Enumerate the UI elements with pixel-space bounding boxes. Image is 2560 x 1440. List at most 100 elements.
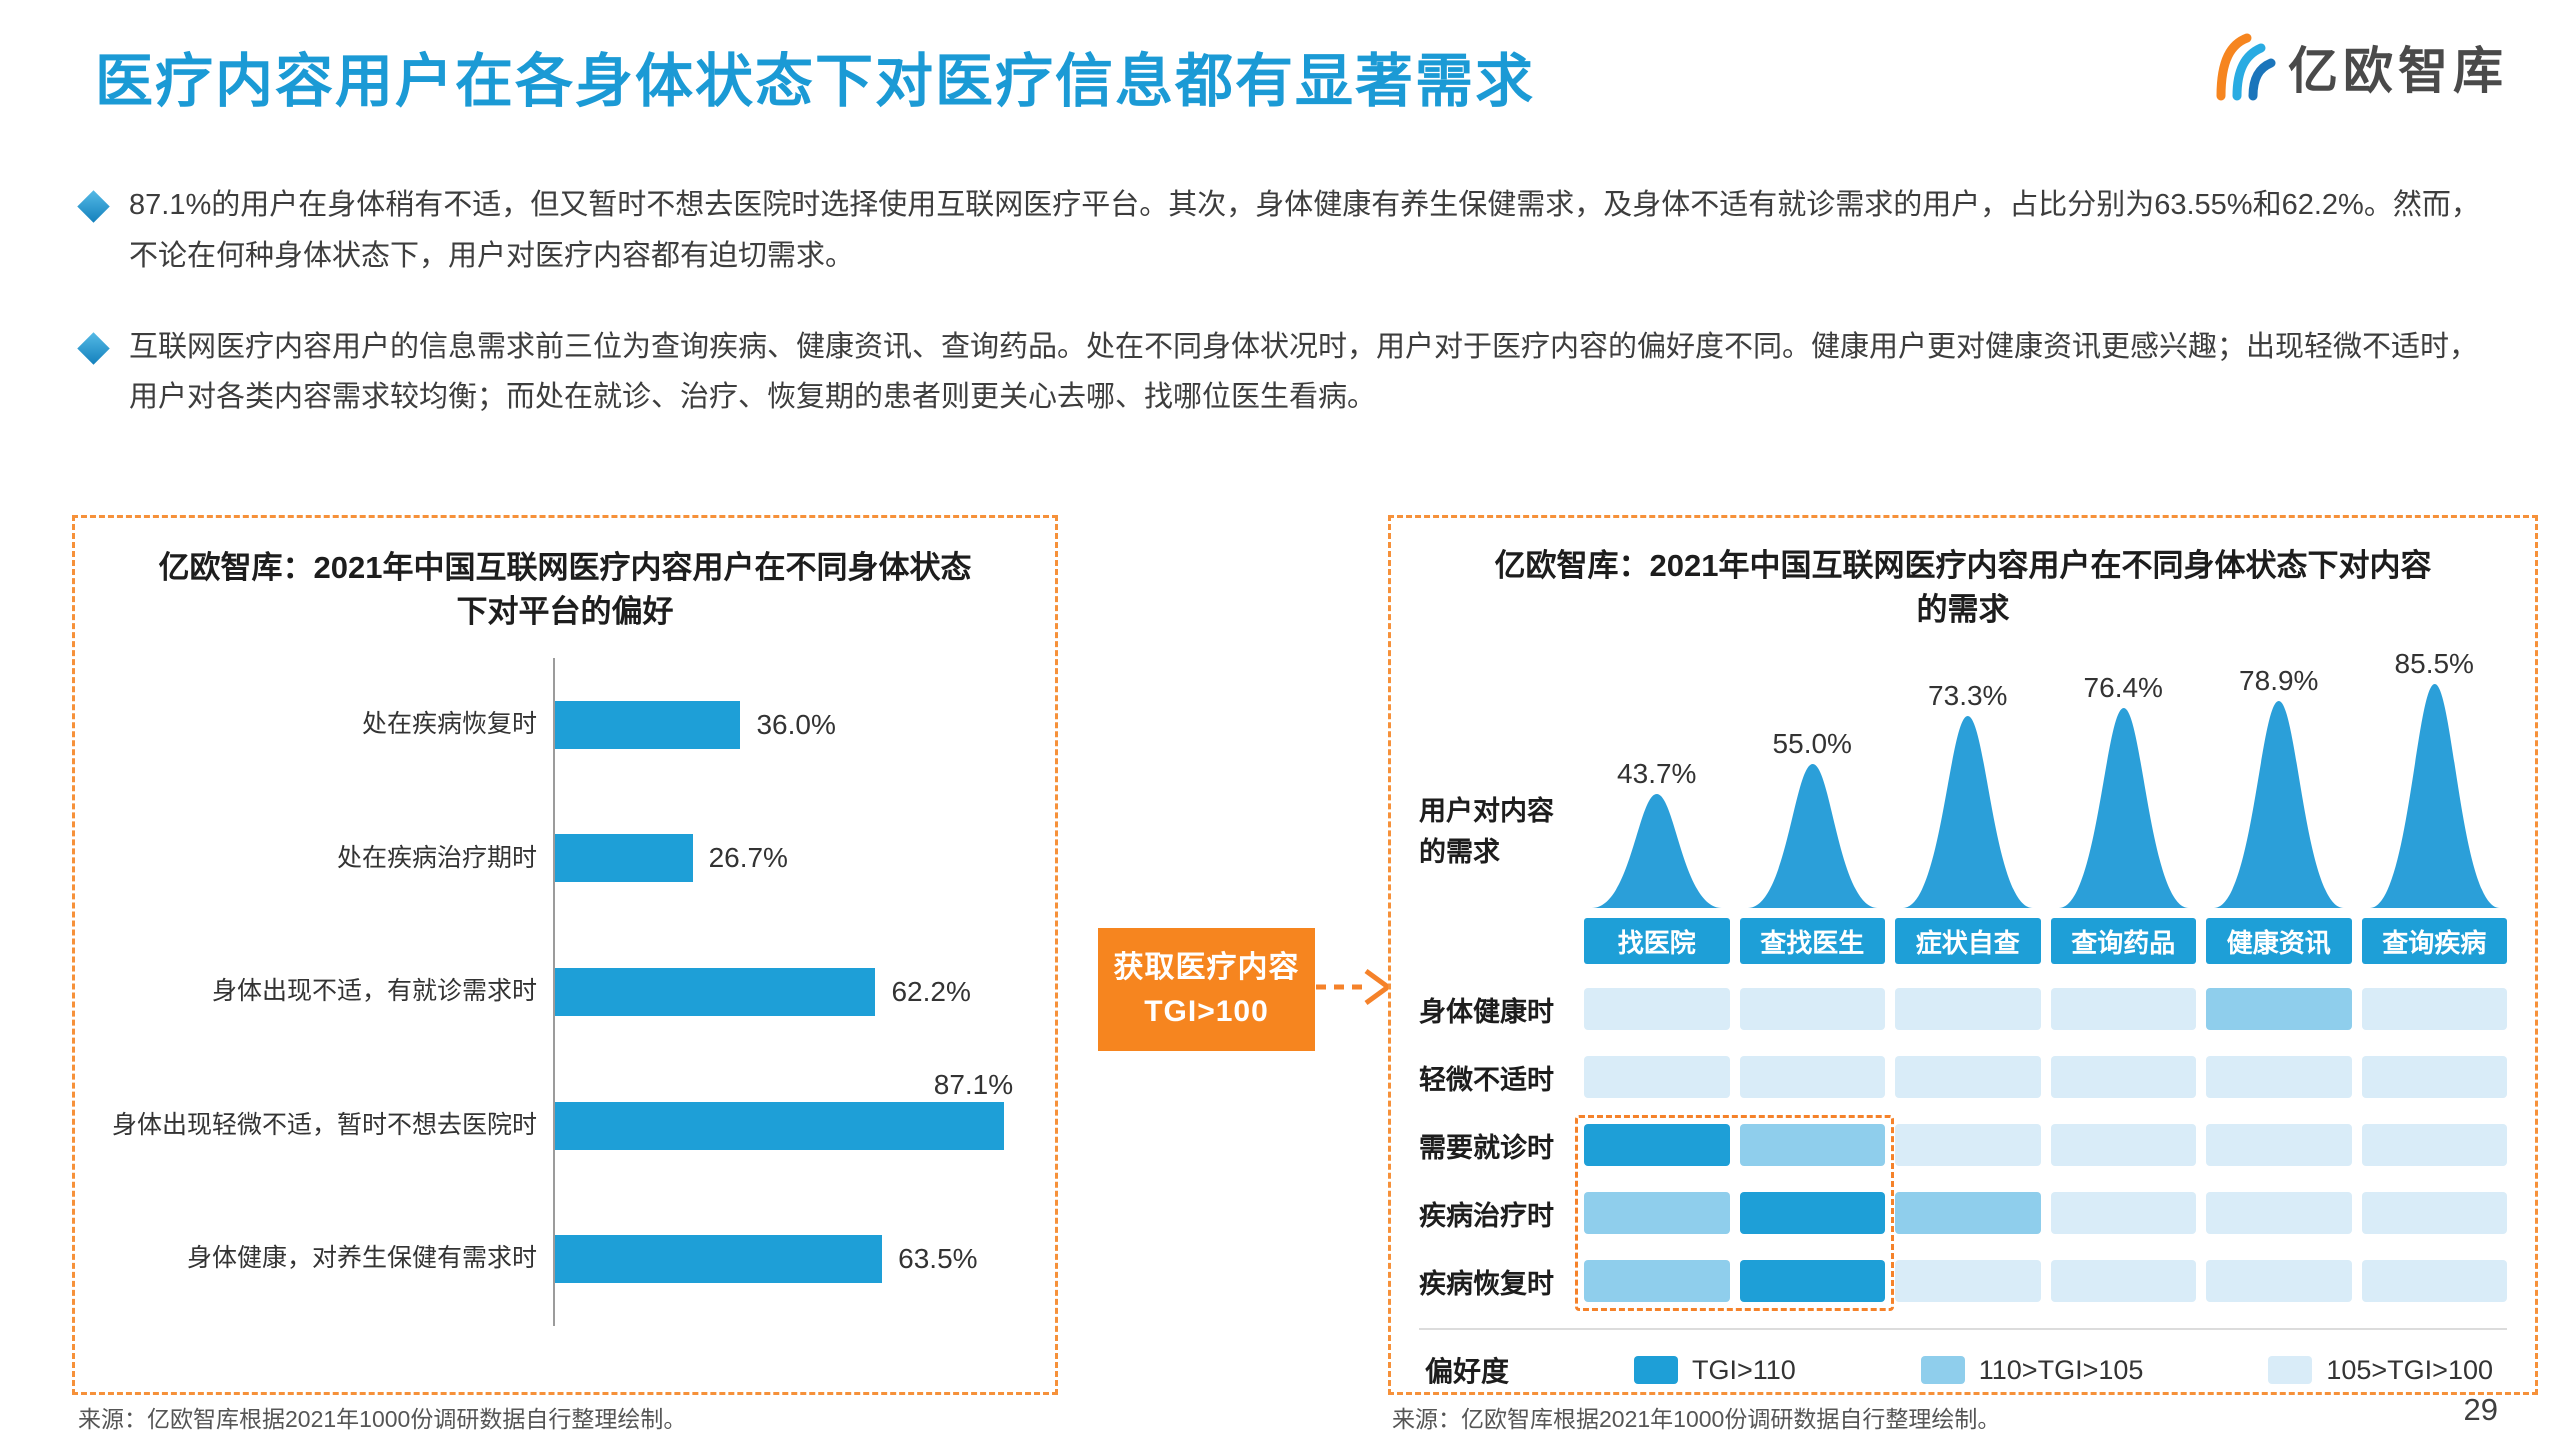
bar-row: 身体出现不适，有就诊需求时 62.2% xyxy=(101,925,1029,1059)
demand-curve-value-label: 78.9% xyxy=(2239,665,2319,697)
bar-area: 87.1% xyxy=(553,1058,1029,1193)
heatmap-cell xyxy=(2361,1260,2507,1303)
heatmap-cell xyxy=(1895,988,2041,1031)
heatmap-column-header: 症状自查 xyxy=(1895,918,2041,965)
bell-curve-icon xyxy=(1591,794,1722,909)
page-number: 29 xyxy=(2463,1392,2498,1427)
heatmap-row: 疾病恢复时 xyxy=(1419,1260,2507,1303)
heatmap-cell xyxy=(2050,1056,2196,1099)
bar xyxy=(555,700,741,749)
diamond-bullet-icon xyxy=(77,331,110,365)
bar xyxy=(555,1235,883,1284)
bar-value-label: 26.7% xyxy=(708,842,788,874)
heatmap-row-label: 疾病治疗时 xyxy=(1419,1200,1554,1231)
bar-chart-title: 亿欧智库：2021年中国互联网医疗内容用户在不同身体状态下对平台的偏好 xyxy=(158,550,972,630)
summary-bullets: 87.1%的用户在身体稍有不适，但又暂时不想去医院时选择使用互联网医疗平台。其次… xyxy=(77,180,2490,423)
page-title: 医疗内容用户在各身体状态下对医疗信息都有显著需求 xyxy=(95,49,1536,114)
demand-axis-label: 用户对内容 的需求 xyxy=(1419,796,1554,867)
bar-row: 身体出现轻微不适，暂时不想去医院时 87.1% xyxy=(101,1058,1029,1193)
heatmap-legend: 偏好度 TGI>110 110>TGI>105 105>TGI>100 xyxy=(1419,1328,2507,1390)
heatmap-cell xyxy=(2361,988,2507,1031)
heatmap-row-label: 疾病恢复时 xyxy=(1419,1268,1554,1299)
connector-label-line2: TGI>100 xyxy=(1144,994,1269,1028)
bar xyxy=(555,968,876,1017)
demand-curve: 78.9% xyxy=(2206,646,2352,909)
heatmap-cell xyxy=(2206,1192,2352,1235)
legend-swatch xyxy=(1633,1356,1678,1385)
bell-curve-icon xyxy=(2058,708,2189,909)
heatmap-cell xyxy=(2361,1056,2507,1099)
heatmap-cell xyxy=(2361,1192,2507,1235)
right-chart-source: 来源：亿欧智库根据2021年1000份调研数据自行整理绘制。 xyxy=(1392,1406,2001,1432)
bar-row: 身体健康，对养生保健有需求时 63.5% xyxy=(101,1192,1029,1326)
legend-item: 110>TGI>105 xyxy=(1920,1354,2144,1386)
diamond-bullet-icon xyxy=(77,190,110,223)
heatmap-title: 亿欧智库：2021年中国互联网医疗内容用户在不同身体状态下对内容的需求 xyxy=(1494,548,2432,628)
legend-title: 偏好度 xyxy=(1425,1356,1510,1388)
bar-category-label: 身体出现不适，有就诊需求时 xyxy=(211,977,537,1006)
bar-category-label: 身体出现轻微不适，暂时不想去医院时 xyxy=(111,1110,537,1139)
bar-value-label: 63.5% xyxy=(898,1243,978,1275)
heatmap-cell xyxy=(1584,1192,1730,1235)
heatmap-cell xyxy=(1739,1056,1885,1099)
heatmap-cell xyxy=(1739,988,1885,1031)
heatmap-cell xyxy=(2361,1124,2507,1167)
brand-logo: 亿欧智库 xyxy=(2202,30,2508,104)
demand-curve: 55.0% xyxy=(1740,646,1886,909)
content-demand-heatmap-panel: 亿欧智库：2021年中国互联网医疗内容用户在不同身体状态下对内容的需求 用户对内… xyxy=(1388,515,2538,1395)
brand-logo-icon xyxy=(2216,33,2276,101)
heatmap-row: 疾病治疗时 xyxy=(1419,1192,2507,1235)
heatmap-row: 需要就诊时 xyxy=(1419,1124,2507,1167)
heatmap-cell xyxy=(1895,1192,2041,1235)
demand-curve-value-label: 43.7% xyxy=(1617,758,1697,790)
bullet-text: 互联网医疗内容用户的信息需求前三位为查询疾病、健康资讯、查询药品。处在不同身体状… xyxy=(129,330,2479,414)
heatmap-cell xyxy=(1895,1056,2041,1099)
heatmap-cell xyxy=(2050,1124,2196,1167)
bar-value-label: 62.2% xyxy=(891,976,971,1008)
heatmap-cell xyxy=(1739,1124,1885,1167)
legend-item: TGI>110 xyxy=(1633,1355,1796,1386)
tgi-connector-box: 获取医疗内容 TGI>100 xyxy=(1098,928,1315,1051)
heatmap-column-headers: 找医院 查找医生 症状自查 查询药品 健康资讯 查询疾病 xyxy=(1419,918,2507,965)
heatmap-row: 轻微不适时 xyxy=(1419,1056,2507,1099)
bar-area: 63.5% xyxy=(553,1192,1029,1326)
bullet-item: 87.1%的用户在身体稍有不适，但又暂时不想去医院时选择使用互联网医疗平台。其次… xyxy=(77,180,2490,282)
heatmap-cell xyxy=(1739,1260,1885,1303)
heatmap-rows: 身体健康时轻微不适时需要就诊时疾病治疗时疾病恢复时 xyxy=(1419,988,2507,1303)
legend-label: 110>TGI>105 xyxy=(1978,1354,2144,1385)
legend-swatch xyxy=(1920,1356,1965,1385)
demand-curve: 85.5% xyxy=(2362,646,2508,909)
heatmap-cell xyxy=(1584,1124,1730,1167)
bar-value-label: 36.0% xyxy=(756,708,836,740)
heatmap-cell xyxy=(1895,1260,2041,1303)
bell-curve-icon xyxy=(2369,684,2500,909)
heatmap-row-label: 需要就诊时 xyxy=(1419,1132,1554,1163)
bell-curve-icon xyxy=(2213,701,2344,909)
demand-curve-value-label: 73.3% xyxy=(1928,680,2008,712)
heatmap-cell xyxy=(1584,988,1730,1031)
heatmap-cell xyxy=(1584,1056,1730,1099)
heatmap-column-header: 查找医生 xyxy=(1739,918,1885,965)
heatmap-cell xyxy=(1739,1192,1885,1235)
heatmap-column-header: 找医院 xyxy=(1584,918,1730,965)
demand-curve: 73.3% xyxy=(1895,646,2041,909)
heatmap-cell xyxy=(1584,1260,1730,1303)
bar-area: 62.2% xyxy=(553,925,1029,1059)
dashed-arrow-icon xyxy=(1316,968,1393,1006)
heatmap-row-label: 轻微不适时 xyxy=(1419,1064,1554,1095)
heatmap-row-label: 身体健康时 xyxy=(1419,996,1554,1027)
demand-curve-value-label: 85.5% xyxy=(2394,648,2474,680)
heatmap-column-header: 健康资讯 xyxy=(2206,918,2352,965)
bar-row: 处在疾病恢复时 36.0% xyxy=(101,658,1029,792)
heatmap-column-header: 查询疾病 xyxy=(2361,918,2507,965)
heatmap-cell xyxy=(2206,1124,2352,1167)
bar-category-label: 处在疾病恢复时 xyxy=(361,709,537,738)
bar-category-label: 身体健康，对养生保健有需求时 xyxy=(186,1244,537,1273)
legend-swatch xyxy=(2268,1356,2313,1385)
brand-logo-text: 亿欧智库 xyxy=(2288,43,2508,99)
demand-curve-value-label: 55.0% xyxy=(1772,728,1852,760)
heatmap-cell xyxy=(2206,988,2352,1031)
left-chart-source: 来源：亿欧智库根据2021年1000份调研数据自行整理绘制。 xyxy=(78,1406,687,1432)
bar-value-label: 87.1% xyxy=(933,1068,1014,1100)
